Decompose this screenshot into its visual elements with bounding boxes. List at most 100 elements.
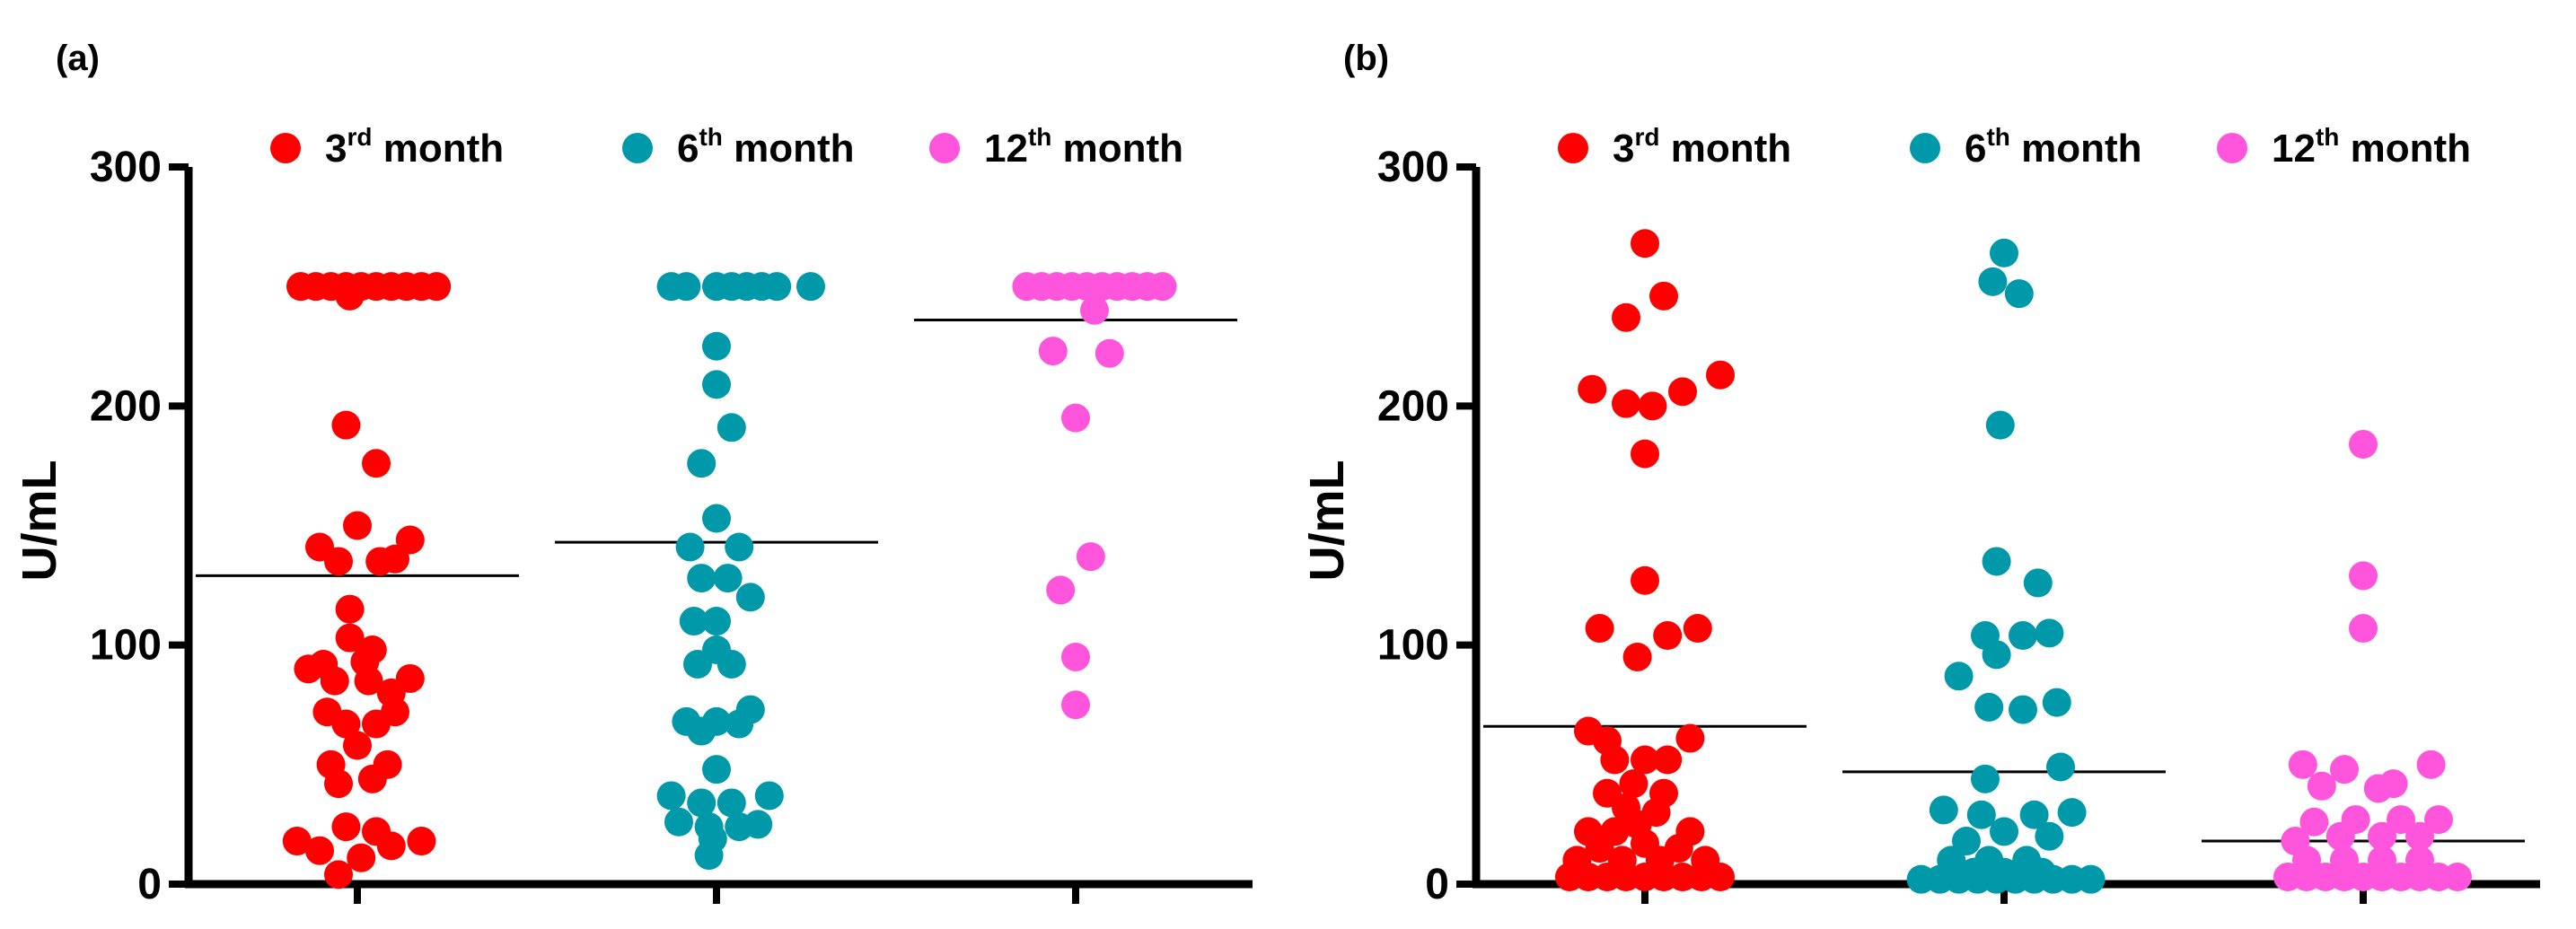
data-point: [2424, 805, 2453, 835]
data-point: [1578, 374, 1607, 404]
panel-label: (a): [56, 39, 100, 78]
legend-label: 3rd month: [1613, 123, 1791, 171]
data-point: [2009, 621, 2037, 651]
data-point: [305, 836, 334, 865]
legend-marker: [270, 133, 301, 163]
data-point: [1978, 267, 2008, 296]
data-point: [1982, 640, 2011, 670]
data-point: [1653, 745, 1683, 775]
data-point: [1080, 295, 1109, 325]
data-point: [687, 564, 717, 593]
data-point: [1095, 338, 1124, 368]
data-point: [1944, 662, 1974, 691]
data-point: [1675, 723, 1705, 753]
plot-area: [1483, 229, 2525, 894]
data-point: [1631, 745, 1659, 775]
data-point: [2288, 749, 2317, 779]
data-point: [324, 769, 353, 799]
legend-label: 6th month: [1965, 123, 2142, 171]
data-point: [2368, 821, 2396, 851]
data-point: [2057, 798, 2087, 828]
data-point: [1619, 769, 1648, 799]
data-point: [362, 449, 391, 478]
y-tick-label: 100: [1377, 622, 1449, 670]
data-point: [324, 547, 353, 576]
data-point: [1966, 800, 1996, 829]
data-point: [1985, 410, 2015, 440]
data-point: [1061, 403, 1090, 433]
y-tick-label: 200: [90, 382, 162, 430]
data-point: [675, 532, 705, 562]
data-point: [1974, 692, 2004, 722]
legend-label: 6th month: [677, 123, 855, 171]
data-point: [1706, 863, 1735, 892]
data-point: [1668, 377, 1697, 407]
data-point: [743, 810, 773, 839]
data-point: [2416, 749, 2446, 779]
y-tick-label: 0: [1425, 861, 1449, 908]
data-point: [407, 827, 436, 856]
data-point: [702, 755, 731, 784]
data-point: [2009, 695, 2037, 724]
y-tick-label: 0: [137, 861, 162, 908]
data-point: [1585, 834, 1614, 863]
data-point: [687, 449, 717, 478]
data-point: [1622, 642, 1652, 671]
legend-marker: [1910, 133, 1940, 163]
data-point: [2363, 774, 2393, 803]
data-point: [1929, 795, 1958, 825]
data-point: [664, 807, 693, 837]
data-point: [1971, 764, 2000, 793]
data-point: [2035, 618, 2064, 648]
data-point: [687, 716, 717, 746]
data-point: [1990, 238, 2018, 267]
data-point: [331, 709, 361, 739]
y-axis-label: U/mL: [13, 460, 66, 582]
data-point: [2330, 755, 2359, 784]
data-point: [679, 607, 708, 636]
scatter-chart-b: (b) 3rd month 6th month 12th month U/mL 0 1…: [1300, 39, 2540, 908]
data-point: [683, 649, 712, 679]
data-point: [331, 410, 361, 440]
data-point: [2042, 688, 2071, 717]
data-point: [672, 272, 701, 302]
y-axis-label: U/mL: [1300, 460, 1354, 582]
legend-label: 12th month: [984, 123, 1183, 171]
data-point: [343, 511, 372, 540]
y-tick-label: 300: [90, 144, 162, 191]
legend-label: 12th month: [2272, 123, 2471, 171]
data-point: [335, 281, 365, 311]
data-point: [1612, 302, 1640, 332]
data-point: [343, 731, 372, 760]
data-point: [2019, 800, 2049, 829]
data-point: [702, 370, 731, 399]
data-point: [1612, 389, 1640, 418]
data-point: [1038, 337, 1068, 366]
data-point: [735, 695, 765, 724]
data-point: [422, 272, 452, 302]
data-point: [2443, 863, 2472, 892]
data-point: [2307, 771, 2336, 801]
panel-a: (a) 3rd month 6th month 12th month U/mL 0 1…: [13, 39, 1253, 908]
data-point: [2299, 807, 2329, 837]
data-point: [2004, 279, 2034, 309]
data-point: [2023, 568, 2053, 598]
legend-marker: [929, 133, 960, 163]
data-point: [2046, 752, 2075, 782]
data-point: [1631, 439, 1659, 469]
data-point: [1653, 621, 1683, 651]
data-point: [687, 788, 717, 818]
data-point: [702, 607, 731, 636]
plot-area: [196, 272, 1237, 890]
scatter-chart-a: (a) 3rd month 6th month 12th month U/mL 0 1…: [13, 39, 1253, 908]
data-point: [717, 649, 746, 679]
data-point: [354, 666, 383, 696]
data-point: [1649, 281, 1678, 311]
data-point: [294, 654, 323, 684]
data-point: [365, 547, 395, 576]
data-point: [1982, 547, 2011, 576]
data-point: [1076, 542, 1105, 572]
data-point: [376, 831, 406, 861]
data-point: [1585, 614, 1614, 644]
legend: 3rd month 6th month 12th month: [1558, 123, 2471, 171]
